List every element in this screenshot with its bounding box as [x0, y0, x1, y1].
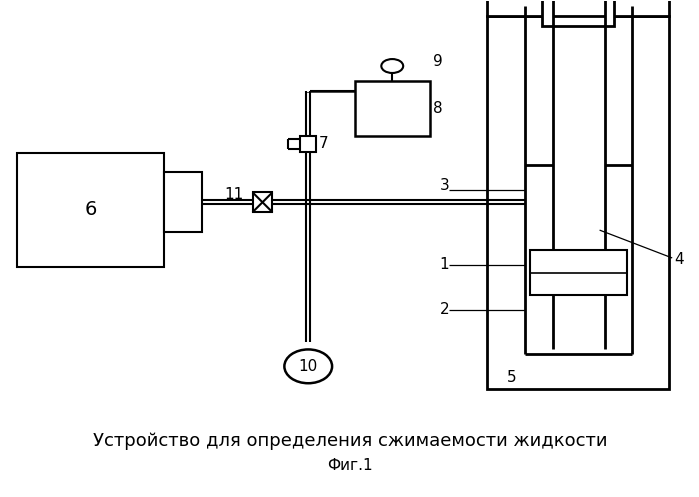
Text: 3: 3 — [440, 178, 449, 193]
Bar — [487, 16, 669, 389]
Text: 10: 10 — [298, 359, 318, 374]
Bar — [17, 153, 164, 267]
Text: 7: 7 — [319, 136, 329, 151]
Text: 1: 1 — [440, 257, 449, 272]
Bar — [542, 0, 614, 26]
Text: 8: 8 — [433, 101, 442, 116]
Ellipse shape — [284, 349, 332, 383]
Bar — [164, 172, 202, 232]
Bar — [487, 0, 669, 16]
Ellipse shape — [382, 59, 403, 73]
Text: 5: 5 — [507, 370, 517, 385]
Bar — [355, 81, 430, 136]
Text: 9: 9 — [433, 54, 442, 69]
Text: Устройство для определения сжимаемости жидкости: Устройство для определения сжимаемости ж… — [93, 432, 607, 450]
Text: 2: 2 — [440, 302, 449, 317]
Text: 4: 4 — [674, 252, 684, 267]
Bar — [530, 250, 628, 295]
Text: 6: 6 — [85, 200, 96, 219]
Text: Фиг.1: Фиг.1 — [327, 458, 373, 473]
Text: 11: 11 — [224, 187, 244, 202]
Bar — [252, 192, 273, 212]
Bar — [301, 136, 316, 152]
